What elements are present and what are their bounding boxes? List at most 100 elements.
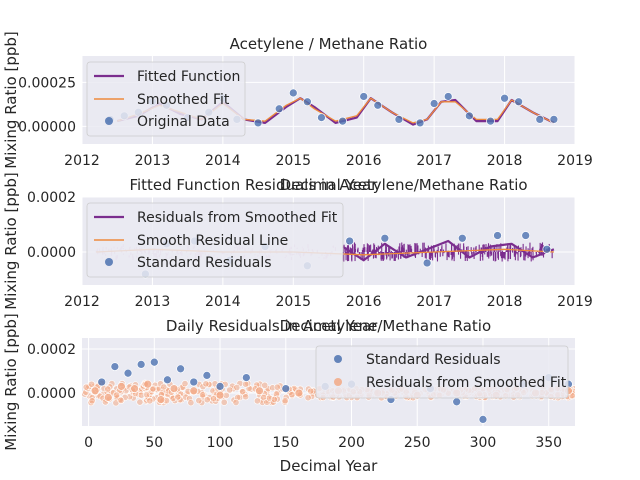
- legend-label-standard-residuals: Standard Residuals: [137, 255, 272, 271]
- x-tick-label: 200: [338, 435, 365, 451]
- data-point-standard-residuals: [422, 258, 432, 268]
- residual-point-mark: [202, 380, 210, 388]
- y-tick-label: 0.0000: [27, 386, 76, 402]
- x-tick-label: 2016: [346, 153, 382, 169]
- overlapping-xlabel-text: Decimal Year: [280, 317, 379, 335]
- residual-point-mark: [160, 383, 168, 391]
- y-tick-label: 0.00025: [18, 75, 76, 91]
- x-tick-label: 2018: [487, 153, 523, 169]
- data-point-residuals-from-smoothed-fit: [143, 379, 153, 389]
- data-point-standard-residuals: [189, 377, 199, 387]
- data-point-standard-residuals: [110, 362, 120, 371]
- data-point-standard-residuals: [380, 233, 390, 243]
- residual-point-mark: [242, 393, 250, 401]
- legend-label-smooth-residual-line: Smooth Residual Line: [137, 233, 288, 249]
- data-point-original-data: [465, 111, 474, 121]
- y-tick-label: 0.00000: [18, 119, 76, 135]
- y-axis-label: Mixing Ratio [ppb]: [2, 31, 20, 169]
- data-point-standard-residuals: [241, 373, 251, 382]
- x-tick-label: 150: [272, 435, 299, 451]
- panel-2: 2012 2013 2014 2015 2016 2017 2018 2019 0.0000 0.…: [2, 172, 593, 310]
- x-tick-label: 2017: [416, 294, 452, 310]
- data-point-residuals-from-smoothed-fit: [130, 384, 139, 393]
- series-line-residuals-from-smoothed-fit: [341, 239, 555, 262]
- x-axis-label: Decimal Year: [280, 457, 379, 475]
- residual-point-mark: [253, 397, 261, 405]
- data-point-standard-residuals: [542, 244, 552, 254]
- data-point-residuals-from-smoothed-fit: [90, 386, 100, 396]
- legend-frame: [86, 61, 246, 137]
- y-tick-label: 0.0000: [27, 245, 76, 261]
- x-tick-label: 2012: [64, 294, 100, 310]
- x-tick-label: 50: [145, 435, 163, 451]
- y-tick-label: 0.0002: [27, 190, 76, 206]
- legend-label-smoothed-fit: Smoothed Fit: [137, 92, 230, 108]
- y-axis-label: Mixing Ratio [ppb]: [2, 313, 20, 451]
- residual-point-mark: [203, 396, 211, 404]
- residual-point-mark: [149, 385, 157, 393]
- residual-point-mark: [242, 380, 250, 388]
- data-point-standard-residuals: [493, 231, 502, 240]
- data-point-residuals-from-smoothed-fit: [103, 393, 113, 402]
- data-point-standard-residuals: [176, 364, 185, 374]
- data-point-original-data: [535, 115, 545, 124]
- data-point-original-data: [429, 99, 439, 108]
- data-point-standard-residuals: [281, 384, 291, 393]
- data-point-residuals-from-smoothed-fit: [156, 395, 166, 404]
- data-point-original-data: [274, 104, 284, 114]
- legend-label-residuals-smoothed: Residuals from Smoothed Fit: [366, 375, 567, 391]
- legend-point-marker-icon: [334, 355, 342, 363]
- data-point-residuals-from-smoothed-fit: [294, 388, 304, 398]
- residual-point-mark: [82, 383, 90, 391]
- data-point-original-data: [415, 118, 425, 128]
- panel-1: 2012 2013 2014 2015 2016 2017 2018 2019 0.00000 0…: [2, 31, 593, 169]
- data-point-original-data: [500, 93, 509, 103]
- data-point-original-data: [549, 115, 559, 124]
- residual-point-mark: [199, 391, 207, 399]
- chart-title: Daily Residuals in Acetylene/Methane Rat…: [166, 317, 491, 335]
- data-point-residuals-from-smoothed-fit: [215, 390, 225, 400]
- residual-point-mark: [232, 398, 240, 406]
- y-tick-label: 0.0002: [27, 342, 76, 358]
- data-point-original-data: [303, 97, 312, 107]
- tick-labels: 2012 2013 2014 2015 2016 2017 2018 2019 0.00000 0…: [18, 75, 593, 169]
- x-tick-label: 0: [84, 435, 93, 451]
- data-point-standard-residuals: [478, 415, 488, 424]
- data-point-original-data: [373, 100, 383, 110]
- residual-point-mark: [226, 386, 234, 394]
- x-tick-label: 2013: [135, 294, 171, 310]
- legend-frame: [315, 345, 569, 399]
- residual-point-mark: [117, 396, 125, 404]
- legend-point-marker-icon: [105, 258, 113, 266]
- y-axis-label: Mixing Ratio [ppb]: [2, 172, 20, 310]
- data-point-standard-residuals: [136, 360, 146, 369]
- data-point-residuals-from-smoothed-fit: [117, 382, 126, 391]
- tick-labels: 2012 2013 2014 2015 2016 2017 2018 2019 0.0000 0.…: [27, 190, 593, 310]
- x-tick-label: 2019: [557, 153, 593, 169]
- residual-point-mark: [288, 391, 296, 399]
- x-tick-label: 2014: [205, 294, 241, 310]
- data-point-standard-residuals: [202, 371, 212, 380]
- residual-point-mark: [181, 380, 189, 388]
- x-tick-label: 2016: [346, 294, 382, 310]
- data-point-standard-residuals: [345, 236, 354, 246]
- data-point-standard-residuals: [97, 377, 107, 387]
- x-tick-label: 2019: [557, 294, 593, 310]
- chart-title: Acetylene / Methane Ratio: [230, 35, 428, 53]
- residual-point-mark: [273, 383, 281, 391]
- data-point-standard-residuals: [149, 357, 159, 367]
- residual-point-mark: [143, 391, 151, 399]
- residual-point-mark: [146, 397, 154, 405]
- legend-point-marker-icon: [334, 378, 342, 386]
- x-tick-label: 2013: [135, 153, 171, 169]
- x-tick-label: 100: [207, 435, 234, 451]
- residual-point-mark: [307, 387, 315, 395]
- panel-3: 0 50 100 150 200 250 300 350 0.0000 0.0002 Daily …: [2, 313, 575, 475]
- tick-labels: 0 50 100 150 200 250 300 350 0.0000 0.0002: [27, 342, 562, 451]
- data-point-standard-residuals: [521, 231, 531, 240]
- residual-point-mark: [187, 399, 195, 407]
- legend-label-standard-residuals: Standard Residuals: [366, 352, 501, 368]
- data-point-original-data: [514, 97, 524, 107]
- x-tick-label: 2018: [487, 294, 523, 310]
